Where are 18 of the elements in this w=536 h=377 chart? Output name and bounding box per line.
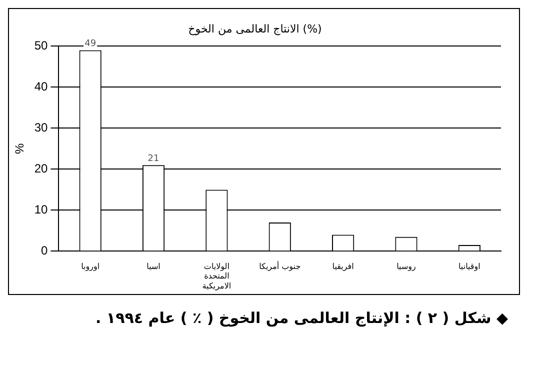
x-tick-label: الولايات المتحدة الامريكية (202, 262, 232, 290)
y-tick-label: 20 (34, 162, 48, 176)
y-tick-label: 0 (41, 244, 48, 258)
data-label: 21 (148, 154, 160, 164)
x-tick-label: اسيا (146, 262, 160, 272)
y-tick-label: 30 (34, 120, 48, 135)
data-label: 49 (84, 39, 96, 50)
y-tick-label: 50 (34, 38, 48, 53)
y-axis-title: % (12, 143, 27, 154)
y-tick-label: 40 (34, 80, 48, 94)
x-tick-label: افريقيا (332, 262, 354, 272)
y-tick-label: 10 (34, 202, 48, 217)
x-tick-label: اوروبا (81, 262, 100, 272)
x-tick-label: جنوب أمريكا (259, 261, 301, 272)
text: ◆ شكل ( ٢ ) : الإنتاج العالمى من الخوخ ( ٪ ) عام ١٩٩٤ . (94, 309, 509, 327)
x-tick-label: روسيا (396, 262, 416, 272)
chart-title: الانتاج العالمى من الخوخ (%) (188, 22, 322, 36)
x-tick-label: اوقيانيا (458, 262, 480, 272)
